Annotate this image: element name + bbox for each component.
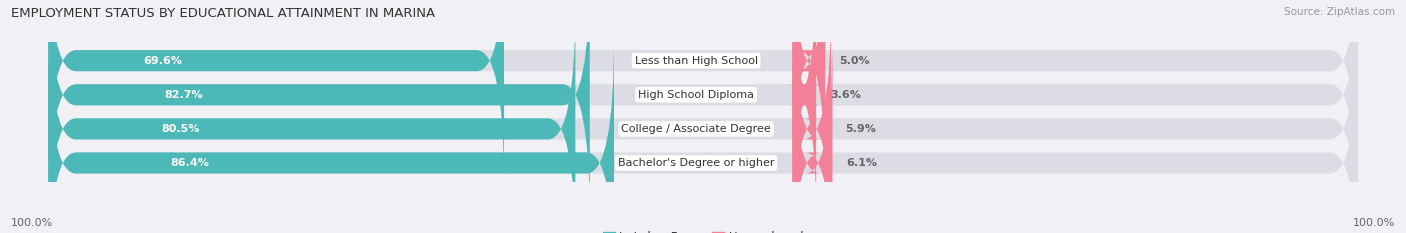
FancyBboxPatch shape — [48, 0, 503, 186]
Text: 86.4%: 86.4% — [170, 158, 209, 168]
FancyBboxPatch shape — [48, 0, 589, 221]
Text: 100.0%: 100.0% — [1353, 218, 1395, 228]
Text: 6.1%: 6.1% — [846, 158, 877, 168]
Text: 69.6%: 69.6% — [143, 56, 181, 66]
FancyBboxPatch shape — [793, 0, 825, 186]
Text: College / Associate Degree: College / Associate Degree — [621, 124, 770, 134]
FancyBboxPatch shape — [793, 37, 832, 233]
FancyBboxPatch shape — [789, 0, 820, 221]
Legend: In Labor Force, Unemployed: In Labor Force, Unemployed — [598, 226, 808, 233]
Text: 82.7%: 82.7% — [165, 90, 202, 100]
FancyBboxPatch shape — [48, 37, 1358, 233]
Text: 5.9%: 5.9% — [845, 124, 876, 134]
Text: EMPLOYMENT STATUS BY EDUCATIONAL ATTAINMENT IN MARINA: EMPLOYMENT STATUS BY EDUCATIONAL ATTAINM… — [11, 7, 436, 20]
Text: Source: ZipAtlas.com: Source: ZipAtlas.com — [1284, 7, 1395, 17]
FancyBboxPatch shape — [48, 37, 614, 233]
FancyBboxPatch shape — [48, 0, 1358, 221]
FancyBboxPatch shape — [48, 3, 1358, 233]
FancyBboxPatch shape — [48, 3, 575, 233]
Text: Less than High School: Less than High School — [634, 56, 758, 66]
Text: High School Diploma: High School Diploma — [638, 90, 754, 100]
Text: Bachelor's Degree or higher: Bachelor's Degree or higher — [617, 158, 775, 168]
Text: 3.6%: 3.6% — [830, 90, 860, 100]
Text: 5.0%: 5.0% — [839, 56, 870, 66]
FancyBboxPatch shape — [48, 0, 1358, 186]
FancyBboxPatch shape — [793, 3, 831, 233]
Text: 100.0%: 100.0% — [11, 218, 53, 228]
Text: 80.5%: 80.5% — [162, 124, 200, 134]
